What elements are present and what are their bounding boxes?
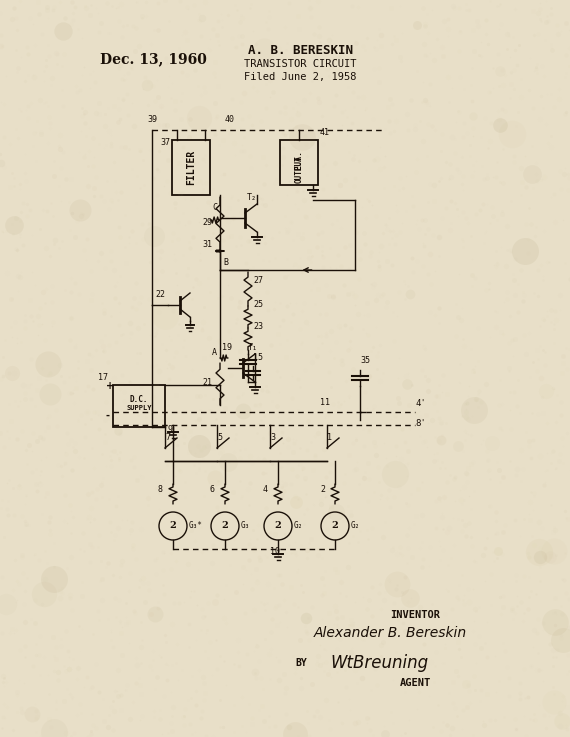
Text: 2: 2 <box>332 522 339 531</box>
Text: AGENT: AGENT <box>400 678 430 688</box>
Text: B: B <box>223 258 228 267</box>
Text: WtBreuning: WtBreuning <box>330 654 428 672</box>
Text: OUTPUT: OUTPUT <box>295 156 303 184</box>
Text: SUPPLY: SUPPLY <box>126 405 152 411</box>
Text: 8: 8 <box>158 485 163 494</box>
Text: 25: 25 <box>253 300 263 309</box>
Text: E.A.: E.A. <box>295 150 303 170</box>
Text: 3: 3 <box>270 433 275 442</box>
Text: 40: 40 <box>225 115 235 124</box>
Text: +: + <box>106 381 114 391</box>
Text: 23: 23 <box>253 322 263 331</box>
Bar <box>113 385 165 427</box>
Bar <box>172 140 210 195</box>
Text: 8': 8' <box>415 419 426 428</box>
Text: 1: 1 <box>327 433 332 442</box>
Text: INVENTOR: INVENTOR <box>390 610 440 620</box>
Bar <box>280 140 318 185</box>
Text: A. B. BERESKIN: A. B. BERESKIN <box>247 44 352 57</box>
Text: 21: 21 <box>202 378 212 387</box>
Text: 35: 35 <box>360 356 370 365</box>
Text: 41: 41 <box>320 128 330 137</box>
Text: 2: 2 <box>222 522 229 531</box>
Text: 37: 37 <box>160 138 170 147</box>
Text: -: - <box>106 411 110 421</box>
Text: Alexander B. Bereskin: Alexander B. Bereskin <box>314 626 467 640</box>
Text: 17: 17 <box>98 373 108 382</box>
Text: G₂: G₂ <box>294 521 303 530</box>
Text: 4: 4 <box>263 485 268 494</box>
Text: FILTER: FILTER <box>186 150 196 185</box>
Text: 2: 2 <box>170 522 176 531</box>
Text: C: C <box>212 203 217 212</box>
Text: 2: 2 <box>320 485 325 494</box>
Text: TRANSISTOR CIRCUIT: TRANSISTOR CIRCUIT <box>244 59 356 69</box>
Text: 9: 9 <box>168 425 173 434</box>
Text: T₁: T₁ <box>248 343 258 352</box>
Text: 6: 6 <box>210 485 215 494</box>
Text: 7: 7 <box>165 433 170 442</box>
Text: A: A <box>212 348 217 357</box>
Text: 4': 4' <box>415 399 426 408</box>
Text: G₃: G₃ <box>241 521 250 530</box>
Text: 29: 29 <box>202 218 212 227</box>
Text: 22: 22 <box>155 290 165 299</box>
Text: D.C.: D.C. <box>130 395 148 404</box>
Text: 15: 15 <box>253 353 263 362</box>
Text: 5: 5 <box>217 433 222 442</box>
Text: G₂: G₂ <box>351 521 360 530</box>
Text: Dec. 13, 1960: Dec. 13, 1960 <box>100 52 207 66</box>
Text: 27: 27 <box>253 276 263 285</box>
Text: G₃*: G₃* <box>189 521 203 530</box>
Text: T₂: T₂ <box>247 193 257 202</box>
Text: 39: 39 <box>147 115 157 124</box>
Text: BY: BY <box>295 658 307 668</box>
Text: 10: 10 <box>270 547 280 556</box>
Text: 19: 19 <box>222 343 232 352</box>
Text: 31: 31 <box>202 240 212 249</box>
Text: Filed June 2, 1958: Filed June 2, 1958 <box>244 72 356 82</box>
Text: 11: 11 <box>320 398 330 407</box>
Text: 2: 2 <box>275 522 282 531</box>
